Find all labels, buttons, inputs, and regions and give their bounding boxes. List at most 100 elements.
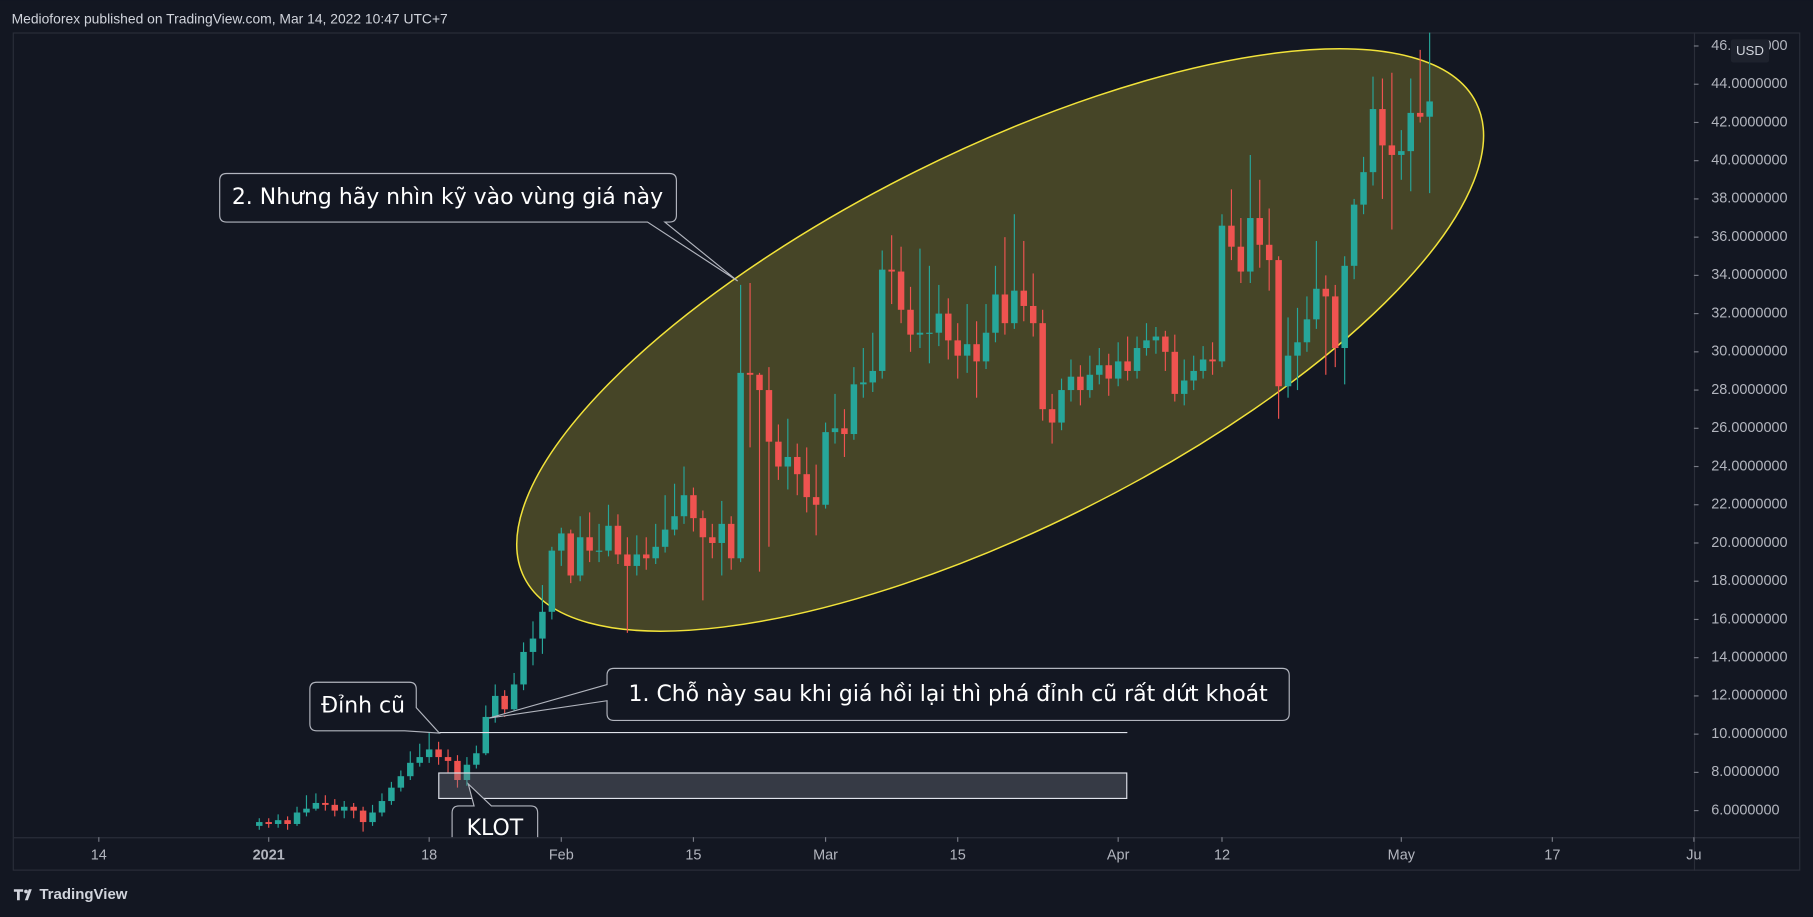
x-tick-label: 15	[685, 847, 701, 863]
candle-body	[1029, 305, 1037, 324]
candle-body	[1237, 246, 1245, 272]
candle-body	[746, 372, 754, 375]
candle-body	[643, 554, 650, 559]
candle-body	[1303, 319, 1311, 343]
candle-body	[614, 525, 622, 555]
callout-box	[488, 667, 1290, 721]
candle-body	[397, 776, 405, 788]
candle-body	[633, 554, 641, 566]
publish-header: Medioforex published on TradingView.com,…	[12, 10, 448, 26]
candle-body	[529, 638, 537, 652]
x-tick-label: 17	[1544, 847, 1560, 863]
candle-body	[1284, 355, 1292, 387]
candle-body	[1133, 348, 1141, 371]
candle-body	[1379, 109, 1386, 146]
candle-body	[945, 313, 952, 341]
footer-brand: TradingView	[39, 886, 127, 903]
candle-body	[369, 812, 376, 823]
candle-body	[794, 456, 801, 475]
candle-body	[671, 516, 678, 530]
candle-body	[992, 294, 999, 333]
candle-body	[1256, 218, 1263, 245]
candle-body	[284, 820, 291, 824]
candle-body	[926, 332, 933, 334]
callout-text: 2. Nhưng hãy nhìn kỹ vào vùng giá này	[232, 185, 663, 210]
y-tick-label: 14.0000000	[1711, 649, 1787, 665]
y-tick-label: 18.0000000	[1711, 573, 1787, 589]
candle-body	[586, 537, 593, 551]
candle-body	[1190, 370, 1197, 381]
candle-body	[510, 684, 518, 710]
y-tick-label: 34.0000000	[1711, 267, 1787, 283]
candle-body	[1114, 361, 1122, 379]
candle-body	[1096, 365, 1103, 375]
candle-body	[274, 820, 282, 824]
candle-body	[1360, 172, 1367, 205]
candle-body	[425, 749, 433, 758]
x-tick-label: Ju	[1686, 847, 1701, 863]
candle-body	[756, 374, 763, 391]
candle-body	[1180, 380, 1188, 394]
candle-body	[916, 332, 924, 335]
candle-body	[1275, 260, 1282, 387]
callout-box	[451, 782, 539, 838]
candle-body	[1341, 265, 1348, 349]
candle-body	[963, 344, 971, 356]
klot-zone	[438, 772, 1128, 800]
candle-body	[520, 651, 527, 685]
candle-body	[897, 271, 905, 310]
candle-body	[359, 810, 367, 823]
candle-body	[473, 753, 480, 765]
candle-body	[690, 495, 697, 519]
x-tick-label: May	[1388, 847, 1416, 863]
y-tick-label: 16.0000000	[1711, 611, 1787, 627]
candle-body	[1162, 336, 1169, 352]
candle-body	[1332, 296, 1339, 349]
candle-body	[340, 806, 348, 811]
candle-body	[718, 523, 725, 543]
candle-body	[699, 518, 707, 538]
candle-body	[709, 537, 716, 543]
candle-body	[888, 269, 895, 272]
candles	[256, 32, 1433, 832]
candle-body	[765, 390, 773, 442]
candle-body	[1247, 218, 1254, 272]
candle-body	[539, 611, 546, 639]
y-tick-label: 36.0000000	[1711, 229, 1787, 245]
candle-body	[1228, 225, 1235, 247]
candle-body	[322, 802, 329, 805]
candle-body	[1209, 359, 1216, 362]
candle-body	[652, 546, 659, 559]
candle-body	[935, 313, 943, 333]
x-tick-label: Mar	[813, 847, 838, 863]
callout-box	[219, 172, 739, 282]
candle-body	[1171, 351, 1179, 394]
candle-body	[548, 550, 556, 612]
y-tick-label: 38.0000000	[1711, 191, 1787, 207]
candle-body	[482, 716, 490, 754]
candle-body	[1086, 374, 1094, 391]
y-tick-label: 40.0000000	[1711, 152, 1787, 168]
candle-body	[680, 495, 688, 517]
callout-text: KLOT	[467, 816, 524, 841]
candle-body	[491, 695, 499, 717]
candle-body	[1426, 101, 1433, 117]
candle-body	[303, 808, 310, 813]
candle-body	[1388, 145, 1396, 155]
candle-body	[595, 550, 603, 552]
y-tick-label: 32.0000000	[1711, 305, 1787, 321]
candle-body	[1001, 294, 1009, 324]
candle-body	[1152, 336, 1160, 341]
y-tick-label: 20.0000000	[1711, 535, 1787, 551]
logo-mark	[13, 889, 32, 901]
candle-body	[907, 309, 914, 335]
y-tick-label: 8.0000000	[1711, 764, 1779, 780]
candle-body	[784, 456, 792, 467]
candle-body	[558, 533, 565, 551]
candle-body	[1067, 376, 1075, 391]
y-tick-label: 10.0000000	[1711, 726, 1787, 742]
candle-body	[831, 428, 839, 433]
candle-body	[312, 802, 320, 809]
candle-body	[1011, 290, 1018, 324]
